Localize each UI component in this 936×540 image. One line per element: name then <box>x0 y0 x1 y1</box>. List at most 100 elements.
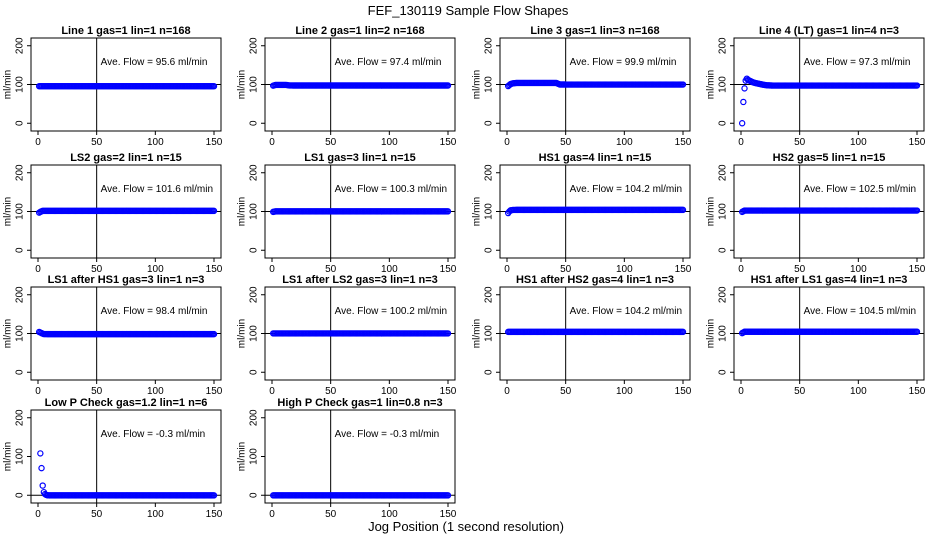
x-tick-label: 0 <box>269 386 275 397</box>
x-tick-label: 0 <box>35 137 41 148</box>
y-tick-label: 0 <box>484 247 495 253</box>
data-point <box>210 330 218 338</box>
average-flow-label: Ave. Flow = 99.9 ml/min <box>570 57 677 68</box>
x-tick-label: 150 <box>909 137 926 148</box>
data-point <box>39 482 46 489</box>
panel-title: HS1 after HS2 gas=4 lin=1 n=3 <box>516 274 674 286</box>
panel-title: LS1 gas=3 lin=1 n=15 <box>304 152 416 164</box>
x-tick-label: 0 <box>35 509 41 520</box>
y-axis-label: ml/min <box>237 319 248 348</box>
y-tick-label: 100 <box>484 203 495 220</box>
y-tick-label: 200 <box>718 37 729 54</box>
y-axis-label: ml/min <box>237 442 248 471</box>
x-tick-label: 50 <box>794 137 806 148</box>
x-tick-label: 0 <box>738 137 744 148</box>
plot-frame <box>264 409 456 504</box>
x-tick-label: 50 <box>325 264 337 275</box>
y-axis-label: ml/min <box>3 70 14 99</box>
y-tick-label: 200 <box>15 409 26 426</box>
x-tick-label: 50 <box>91 509 103 520</box>
panel-9: LS1 after HS1 gas=3 lin=1 n=3 Ave. Flow =… <box>3 274 223 397</box>
x-tick-label: 150 <box>206 137 223 148</box>
data-point <box>444 330 452 337</box>
x-tick-label: 0 <box>269 509 275 520</box>
y-tick-label: 0 <box>249 369 260 375</box>
y-tick-label: 100 <box>718 325 729 342</box>
x-tick-label: 150 <box>675 137 692 148</box>
y-tick-label: 200 <box>249 37 260 54</box>
x-tick-label: 50 <box>794 264 806 275</box>
y-tick-label: 200 <box>484 164 495 181</box>
data-point <box>37 450 44 457</box>
data-points <box>35 207 218 216</box>
panel-title: LS1 after LS2 gas=3 lin=1 n=3 <box>282 274 438 286</box>
average-flow-label: Ave. Flow = 102.5 ml/min <box>804 184 916 195</box>
x-tick-label: 50 <box>560 264 572 275</box>
y-tick-label: 0 <box>249 492 260 498</box>
panel-8: HS2 gas=5 lin=1 n=15 Ave. Flow = 102.5 ml… <box>706 152 926 275</box>
y-tick-label: 200 <box>15 164 26 181</box>
x-tick-label: 0 <box>738 386 744 397</box>
x-tick-label: 100 <box>850 386 867 397</box>
x-tick-label: 0 <box>269 137 275 148</box>
x-tick-label: 0 <box>35 264 41 275</box>
x-tick-label: 0 <box>738 264 744 275</box>
panel-7: HS1 gas=4 lin=1 n=15 Ave. Flow = 104.2 ml… <box>472 152 692 275</box>
panel-14: High P Check gas=1 lin=0.8 n=3 Ave. Flow … <box>237 397 457 520</box>
panel-title: HS1 after LS1 gas=4 lin=1 n=3 <box>751 274 908 286</box>
data-point <box>741 85 748 92</box>
panel-title: HS1 gas=4 lin=1 n=15 <box>539 152 652 164</box>
y-tick-label: 100 <box>249 448 260 465</box>
average-flow-label: Ave. Flow = 100.3 ml/min <box>335 184 447 195</box>
y-tick-label: 200 <box>15 286 26 303</box>
x-tick-label: 100 <box>850 137 867 148</box>
y-tick-label: 200 <box>249 409 260 426</box>
panel-title: LS1 after HS1 gas=3 lin=1 n=3 <box>48 274 205 286</box>
x-tick-label: 100 <box>616 386 633 397</box>
y-tick-label: 200 <box>718 164 729 181</box>
average-flow-label: Ave. Flow = 101.6 ml/min <box>101 184 213 195</box>
y-tick-label: 0 <box>249 120 260 126</box>
average-flow-label: Ave. Flow = 104.2 ml/min <box>570 306 682 317</box>
panel-10: LS1 after LS2 gas=3 lin=1 n=3 Ave. Flow =… <box>237 274 457 397</box>
y-tick-label: 0 <box>484 369 495 375</box>
y-axis-label: ml/min <box>3 442 14 471</box>
y-tick-label: 200 <box>484 286 495 303</box>
y-tick-label: 100 <box>484 76 495 93</box>
y-axis-label: ml/min <box>472 197 483 226</box>
x-tick-label: 150 <box>440 386 457 397</box>
data-points <box>35 83 218 90</box>
x-tick-label: 50 <box>560 137 572 148</box>
y-tick-label: 0 <box>718 369 729 375</box>
y-tick-label: 0 <box>718 247 729 253</box>
data-point <box>444 82 452 89</box>
x-tick-label: 150 <box>206 386 223 397</box>
panel-12: HS1 after LS1 gas=4 lin=1 n=3 Ave. Flow =… <box>706 274 926 397</box>
data-point <box>38 464 45 472</box>
x-tick-label: 0 <box>504 264 510 275</box>
data-points <box>37 450 218 499</box>
data-points <box>504 206 687 217</box>
x-tick-label: 100 <box>147 137 164 148</box>
y-tick-label: 200 <box>249 164 260 181</box>
panel-title: HS2 gas=5 lin=1 n=15 <box>773 152 886 164</box>
y-tick-label: 100 <box>15 448 26 465</box>
y-tick-label: 100 <box>718 76 729 93</box>
y-tick-label: 0 <box>15 492 26 498</box>
data-point <box>444 208 452 215</box>
y-axis-label: ml/min <box>3 197 14 226</box>
panel-title: Line 4 (LT) gas=1 lin=4 n=3 <box>759 25 899 37</box>
x-tick-label: 150 <box>440 509 457 520</box>
panel-11: HS1 after HS2 gas=4 lin=1 n=3 Ave. Flow =… <box>472 274 692 397</box>
average-flow-label: Ave. Flow = 104.5 ml/min <box>804 306 916 317</box>
x-tick-label: 100 <box>381 137 398 148</box>
x-tick-label: 100 <box>850 264 867 275</box>
data-point <box>913 328 921 335</box>
data-point <box>210 207 218 215</box>
y-tick-label: 100 <box>718 203 729 220</box>
data-points <box>269 492 452 499</box>
x-tick-label: 0 <box>269 264 275 275</box>
y-tick-label: 100 <box>484 325 495 342</box>
y-tick-label: 100 <box>15 76 26 93</box>
